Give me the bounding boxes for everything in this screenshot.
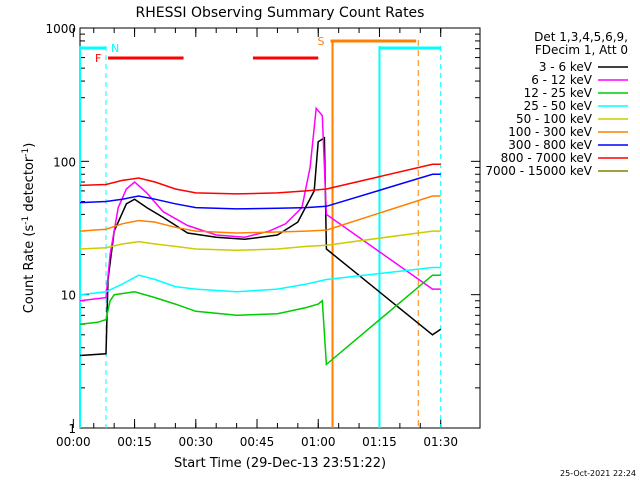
annotations: NF S <box>79 35 442 428</box>
legend-entry-label: 300 - 800 keV <box>508 138 592 152</box>
series-line-3 <box>79 266 441 296</box>
series-line-6 <box>79 173 441 210</box>
legend-entry-label: 3 - 6 keV <box>539 60 593 74</box>
y-tick-label: 1 <box>68 422 76 436</box>
x-tick-label: 00:00 <box>56 435 91 449</box>
legend-entry-label: 800 - 7000 keV <box>501 151 593 165</box>
series-layer <box>79 106 442 366</box>
footer-date: 25-Oct-2021 22:24 <box>560 469 636 478</box>
series-line-0 <box>79 136 442 357</box>
legend-header-line-1: Det 1,3,4,5,6,9, <box>534 30 628 44</box>
y-label-end: ) <box>22 143 37 148</box>
y-tick-label: 1000 <box>45 22 76 36</box>
legend-entry-label: 50 - 100 keV <box>516 112 593 126</box>
night-marker-label: N <box>111 42 119 55</box>
x-tick-label: 00:45 <box>240 435 275 449</box>
series-line-7 <box>79 163 441 195</box>
y-tick-label: 100 <box>53 155 76 169</box>
y-axis: 1 10 100 1000 <box>45 22 480 436</box>
y-label-sup2: -1 <box>21 148 31 157</box>
x-tick-label: 00:15 <box>117 435 152 449</box>
x-tick-label: 00:30 <box>178 435 213 449</box>
legend-entry-label: 100 - 300 keV <box>508 125 592 139</box>
y-label-mid: detector <box>22 156 37 216</box>
x-tick-label: 01:00 <box>301 435 336 449</box>
y-label-sup1: -1 <box>21 216 31 225</box>
series-line-5 <box>79 195 441 234</box>
series-line-2 <box>79 274 441 366</box>
y-tick-label: 10 <box>61 289 76 303</box>
x-tick-label: 01:30 <box>423 435 458 449</box>
plot-frame <box>79 27 481 429</box>
saa-marker-label: S <box>317 35 324 48</box>
flare-marker-label: F <box>95 52 101 65</box>
x-axis: 00:00 00:15 00:30 00:45 01:00 01:15 01:30 <box>56 28 458 449</box>
legend-entry-label: 7000 - 15000 keV <box>485 164 592 178</box>
x-tick-label: 01:15 <box>362 435 397 449</box>
y-label-main: Count Rate (s <box>22 225 37 314</box>
legend-header-line-2: FDecim 1, Att 0 <box>535 43 628 57</box>
chart-title: RHESSI Observing Summary Count Rates <box>136 5 425 21</box>
plot-area: 1 10 100 1000 00:00 00:15 00:30 00:45 01:00 01:1… <box>45 22 481 449</box>
series-line-4 <box>79 230 441 252</box>
legend: Det 1,3,4,5,6,9, FDecim 1, Att 0 3 - 6 k… <box>485 30 628 178</box>
legend-entry-label: 6 - 12 keV <box>531 73 593 87</box>
series-line-1 <box>79 106 441 302</box>
y-axis-label: Count Rate (s-1 detector-1) <box>21 143 37 314</box>
x-axis-label: Start Time (29-Dec-13 23:51:22) <box>174 456 386 471</box>
legend-entry-label: 25 - 50 keV <box>524 99 593 113</box>
legend-entry-label: 12 - 25 keV <box>524 86 593 100</box>
